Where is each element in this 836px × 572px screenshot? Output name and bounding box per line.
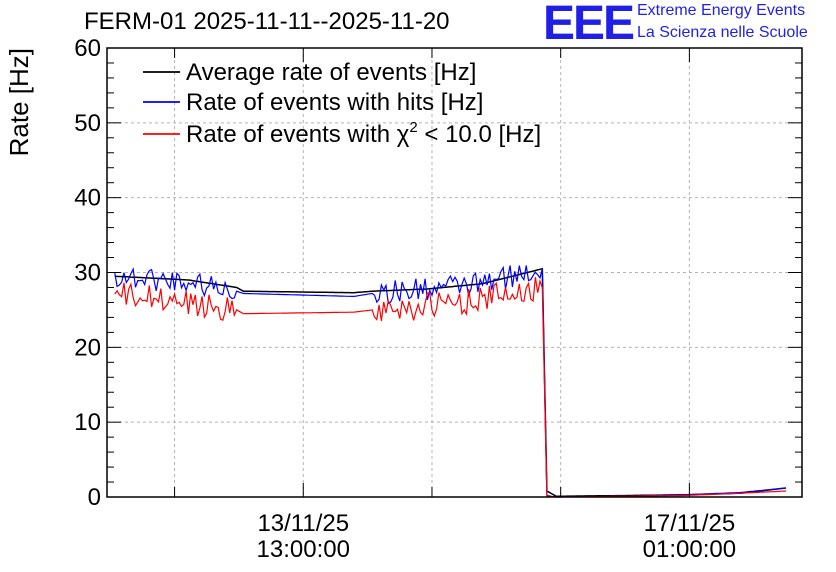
logo-line-1: Extreme Energy Events	[637, 2, 806, 19]
chart-title: FERM-01 2025-11-11--2025-11-20	[84, 8, 450, 35]
x-tick-label-time: 01:00:00	[643, 536, 736, 563]
series-line-chi2	[114, 277, 786, 498]
grid-lines	[107, 48, 802, 497]
y-tick-label: 50	[74, 110, 101, 137]
series-group	[114, 265, 786, 498]
logo-letters: EEE	[543, 0, 635, 50]
legend-label-hits: Rate of events with hits [Hz]	[186, 89, 483, 116]
y-axis: 0 10 20 30 40 50 60	[74, 35, 802, 511]
y-tick-label: 30	[74, 260, 101, 287]
y-tick-label: 60	[74, 35, 101, 62]
y-tick-label: 10	[74, 409, 101, 436]
x-tick-label-time: 13:00:00	[257, 536, 350, 563]
y-tick-label: 0	[88, 484, 101, 511]
y-axis-label: Rate [Hz]	[4, 48, 34, 156]
eee-logo: EEE Extreme Energy Events La Scienza nel…	[543, 0, 833, 50]
legend: Average rate of events [Hz] Rate of event…	[143, 59, 541, 148]
x-tick-label-date: 13/11/25	[257, 510, 349, 537]
logo-line-2: La Scienza nelle Scuole	[637, 24, 808, 41]
x-tick-label-date: 17/11/25	[644, 510, 736, 537]
legend-label-chi2: Rate of events with χ2 < 10.0 [Hz]	[186, 119, 541, 148]
series-line-average	[114, 267, 786, 498]
y-tick-label: 40	[74, 185, 101, 212]
y-tick-label: 20	[74, 334, 101, 361]
legend-label-average: Average rate of events [Hz]	[186, 59, 476, 86]
